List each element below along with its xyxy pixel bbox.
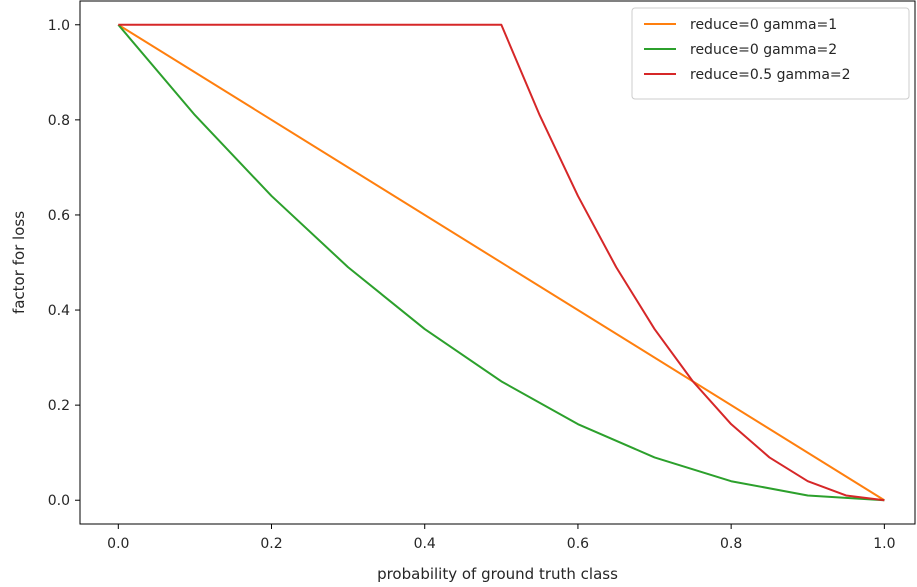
x-axis-ticks: 0.0 0.2 0.4 0.6 0.8 1.0: [107, 524, 895, 552]
x-tick-label: 0.8: [720, 536, 742, 552]
x-tick-label: 0.0: [107, 536, 129, 552]
y-axis-ticks: 0.0 0.2 0.4 0.6 0.8 1.0: [48, 18, 80, 509]
y-tick-label: 0.0: [48, 493, 70, 509]
series-line-3: [118, 23, 885, 502]
legend-box: [631, 7, 910, 100]
x-axis-label: probability of ground truth class: [377, 565, 618, 583]
legend-entry: reduce=0 gamma=2: [690, 42, 837, 58]
y-tick-label: 0.4: [48, 303, 70, 319]
x-tick-label: 1.0: [873, 536, 895, 552]
y-tick-label: 0.2: [48, 398, 70, 414]
x-tick-label: 0.2: [260, 536, 282, 552]
series-layer: [117, 23, 885, 502]
y-tick-label: 0.8: [48, 113, 70, 129]
y-axis-label: factor for loss: [10, 211, 28, 314]
series-line-1: [117, 23, 885, 502]
legend-entry: reduce=0.5 gamma=2: [690, 67, 851, 83]
plot-frame: [79, 0, 916, 525]
series-line-2: [117, 24, 885, 502]
x-tick-label: 0.6: [567, 536, 589, 552]
y-tick-label: 1.0: [48, 18, 70, 34]
y-tick-label: 0.6: [48, 208, 70, 224]
legend: reduce=0 gamma=1 reduce=0 gamma=2 reduce=0…: [631, 7, 910, 100]
legend-entry: reduce=0 gamma=1: [690, 17, 837, 33]
x-tick-label: 0.4: [414, 536, 436, 552]
